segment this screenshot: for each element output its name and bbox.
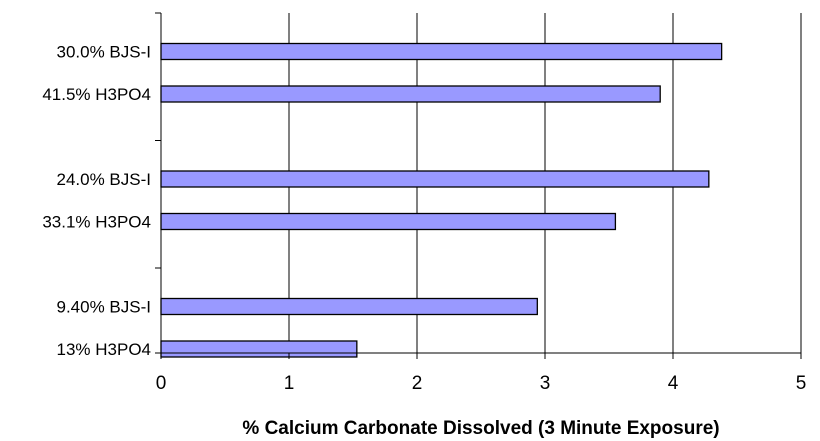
bar xyxy=(160,212,617,231)
category-label: 24.0% BJS-I xyxy=(57,170,152,189)
x-tick-label: 4 xyxy=(668,373,679,394)
bar xyxy=(160,340,358,358)
x-tick-label: 2 xyxy=(412,373,423,394)
x-tick-label: 1 xyxy=(284,373,295,394)
bar xyxy=(160,297,538,316)
category-label: 9.40% BJS-I xyxy=(57,298,152,317)
bar xyxy=(160,85,661,103)
category-label: 33.1% H3PO4 xyxy=(42,213,151,232)
bar xyxy=(160,42,723,61)
category-label: 13% H3PO4 xyxy=(57,340,152,359)
x-tick-label: 3 xyxy=(540,373,551,394)
x-tick-label: 0 xyxy=(156,373,167,394)
x-tick-label: 5 xyxy=(796,373,807,394)
category-label: 30.0% BJS-I xyxy=(57,43,152,62)
labels: 30.0% BJS-I 41.5% H3PO4 24.0% BJS-I 33.1% H… xyxy=(42,43,806,395)
bar xyxy=(160,170,710,188)
category-label: 41.5% H3PO4 xyxy=(42,85,151,104)
x-axis-title: % Calcium Carbonate Dissolved (3 Minute … xyxy=(242,418,719,439)
bars xyxy=(160,42,723,358)
axes xyxy=(155,12,802,359)
